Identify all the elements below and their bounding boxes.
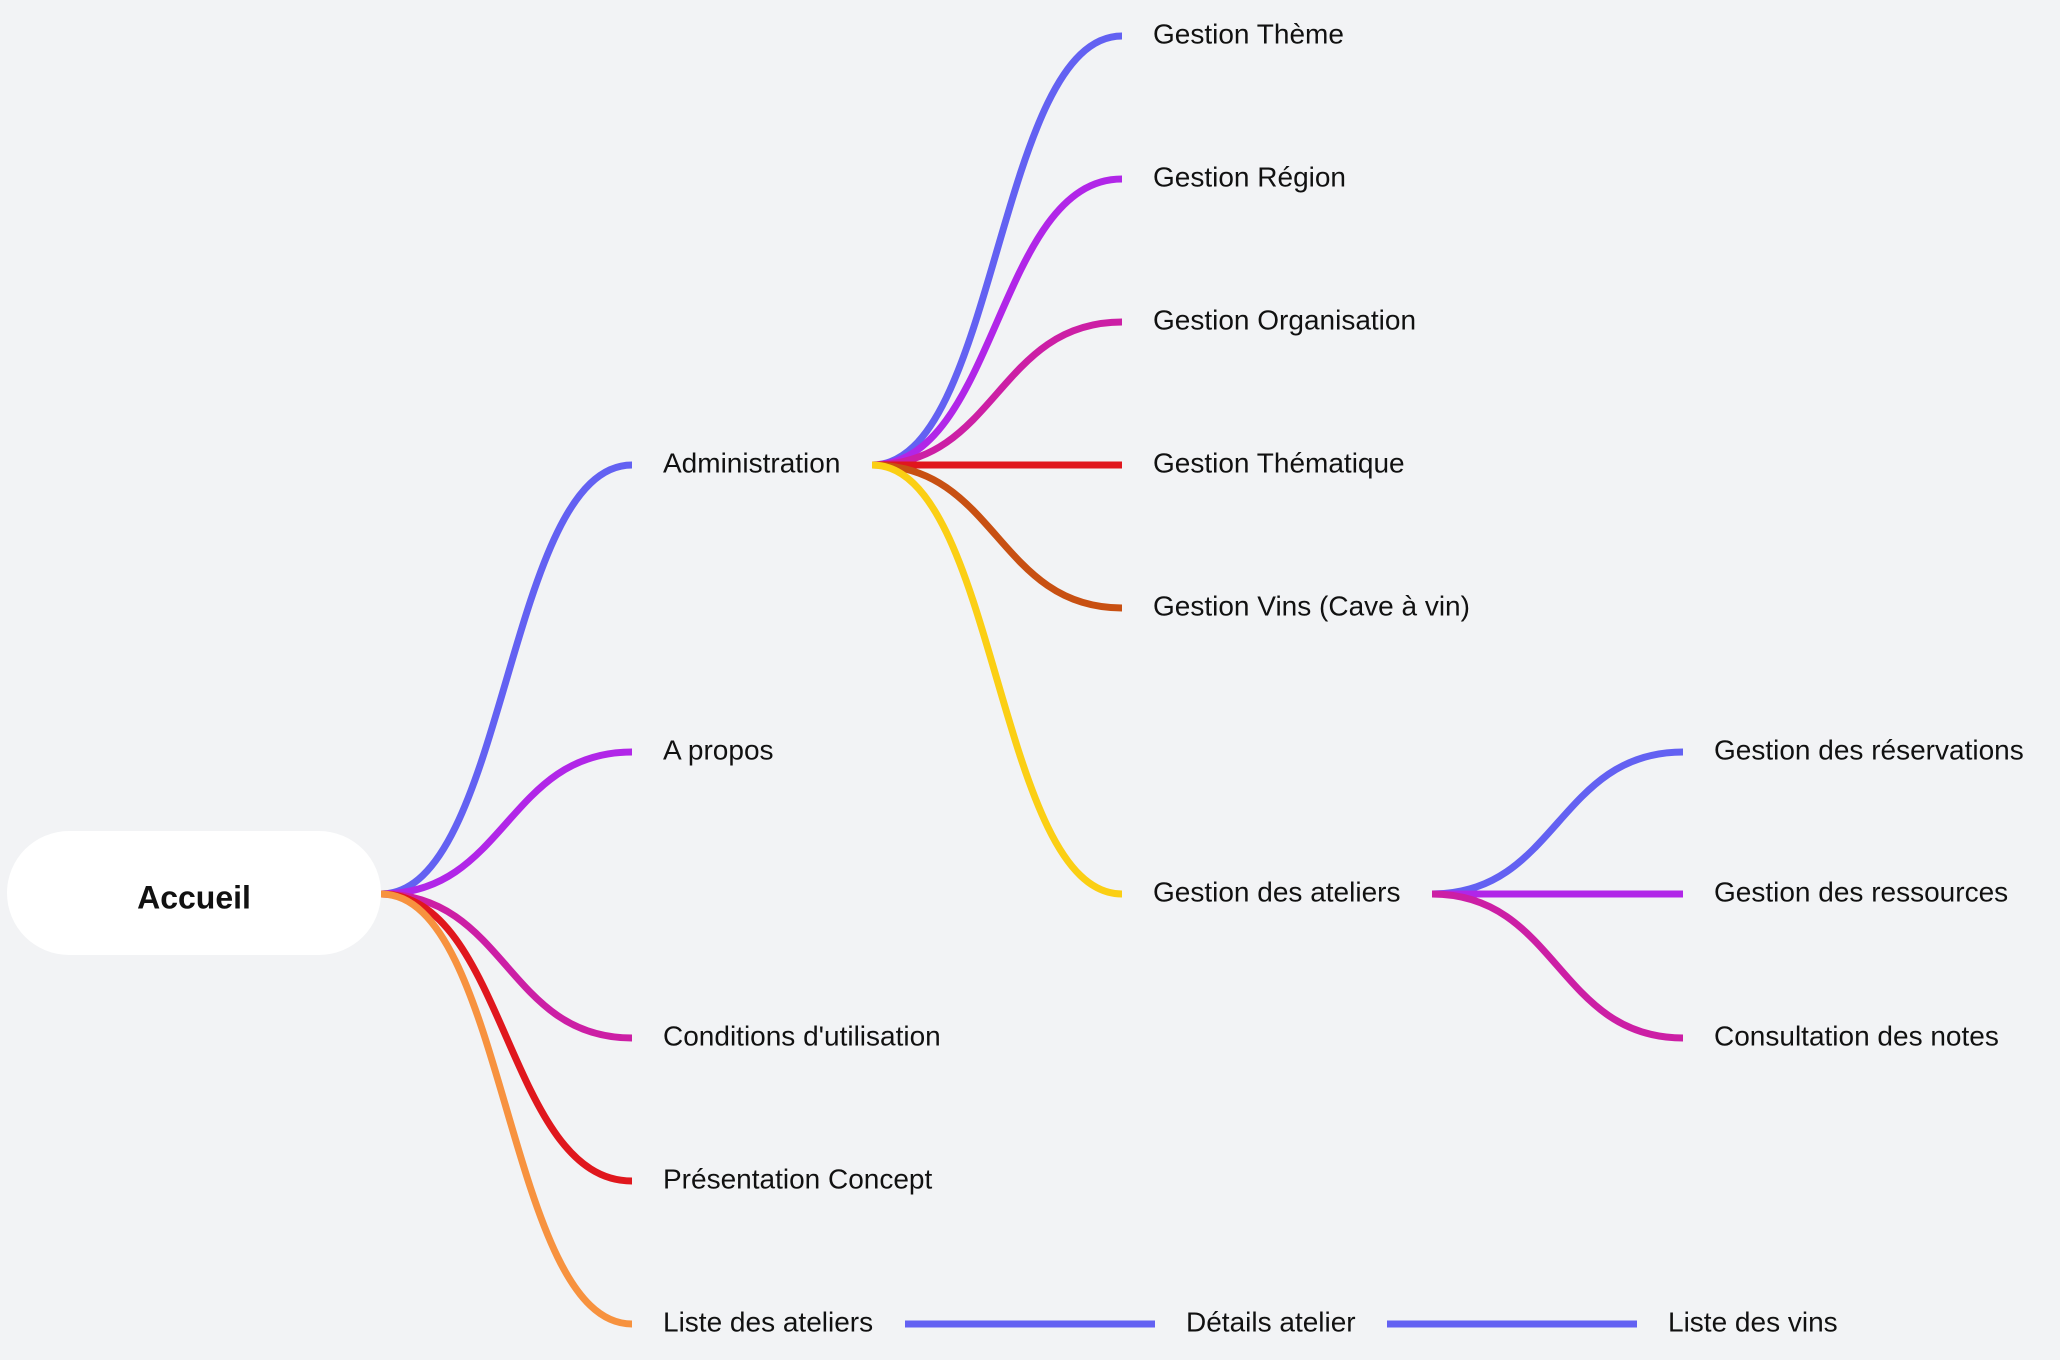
nodes-layer: Administration A propos Conditions d'uti…: [663, 18, 2024, 1337]
edge-root-to-presentation: [380, 890, 633, 1185]
node-a-propos[interactable]: A propos: [663, 734, 774, 765]
node-details-atelier[interactable]: Détails atelier: [1186, 1306, 1356, 1337]
edge-admin-to-g-organisation: [871, 318, 1123, 469]
node-liste-des-ateliers[interactable]: Liste des ateliers: [663, 1306, 873, 1337]
edges-layer: [380, 32, 1684, 1328]
node-conditions-utilisation[interactable]: Conditions d'utilisation: [663, 1020, 941, 1051]
node-gestion-des-ateliers[interactable]: Gestion des ateliers: [1153, 876, 1400, 907]
node-administration[interactable]: Administration: [663, 447, 840, 478]
node-gestion-thematique[interactable]: Gestion Thématique: [1153, 447, 1405, 478]
edge-root-to-liste-ateliers: [380, 890, 633, 1328]
edge-admin-to-g-region: [871, 175, 1123, 469]
node-gestion-region[interactable]: Gestion Région: [1153, 161, 1346, 192]
root-node[interactable]: Accueil: [7, 831, 381, 955]
node-gestion-theme[interactable]: Gestion Thème: [1153, 18, 1344, 49]
node-gestion-vins[interactable]: Gestion Vins (Cave à vin): [1153, 590, 1470, 621]
root-node-label: Accueil: [137, 879, 251, 915]
edge-admin-to-g-ateliers: [871, 461, 1123, 898]
edge-g-ateliers-to-c-notes: [1431, 890, 1684, 1042]
node-liste-des-vins[interactable]: Liste des vins: [1668, 1306, 1838, 1337]
root-node-pill: [7, 831, 381, 955]
node-gestion-des-reservations[interactable]: Gestion des réservations: [1714, 734, 2024, 765]
node-gestion-des-ressources[interactable]: Gestion des ressources: [1714, 876, 2008, 907]
edge-root-to-admin: [380, 461, 633, 898]
edge-admin-to-g-vins: [871, 461, 1123, 612]
node-consultation-des-notes[interactable]: Consultation des notes: [1714, 1020, 1999, 1051]
node-gestion-organisation[interactable]: Gestion Organisation: [1153, 304, 1416, 335]
edge-root-to-apropos: [380, 748, 633, 898]
edge-g-ateliers-to-g-reservations: [1431, 748, 1684, 898]
node-presentation-concept[interactable]: Présentation Concept: [663, 1163, 933, 1194]
edge-admin-to-g-theme: [871, 32, 1123, 469]
edge-root-to-conditions: [380, 890, 633, 1042]
